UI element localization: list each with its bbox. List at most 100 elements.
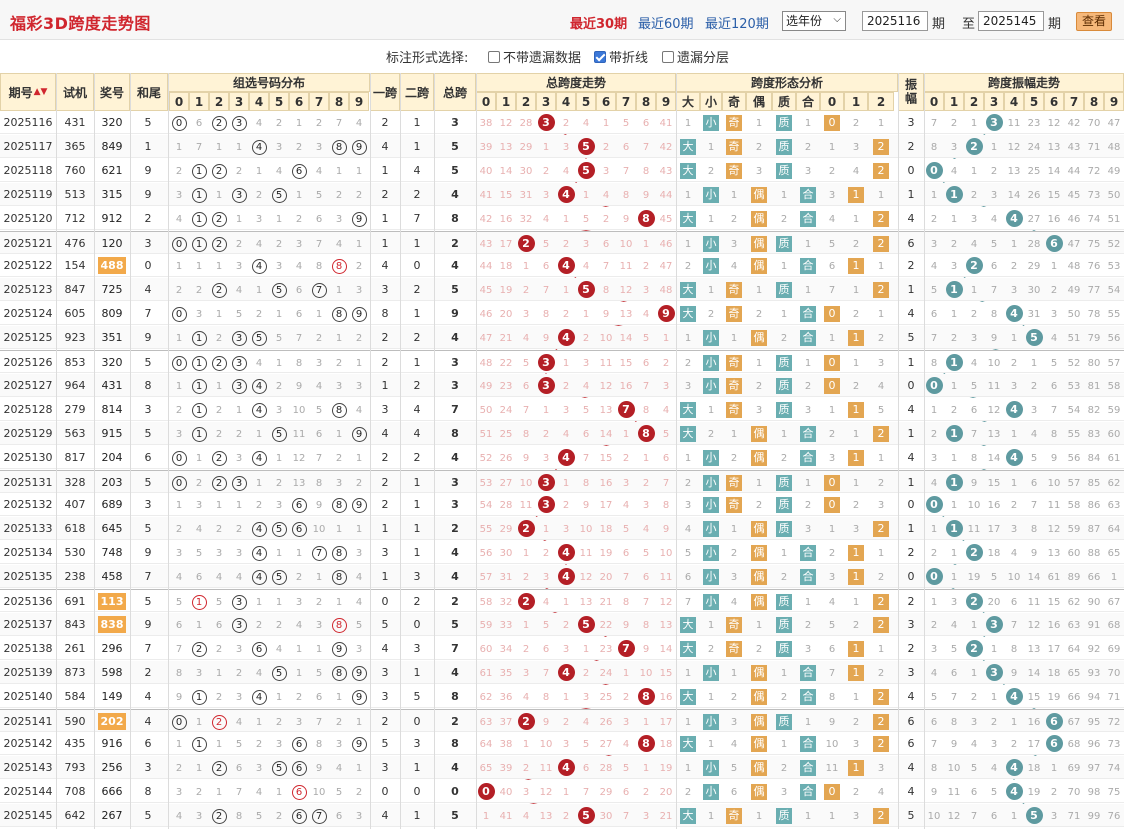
- cell-s2-value: 1: [413, 761, 421, 775]
- trend-ball: 3: [537, 473, 555, 491]
- shape-cell-da: 大: [676, 302, 700, 325]
- trend-omission: 3: [622, 716, 630, 728]
- shape-cell-r1: 1: [844, 422, 868, 445]
- amp-omission: 4: [1050, 333, 1058, 345]
- group-cell: 5: [309, 661, 329, 684]
- cell-st: 4: [130, 685, 166, 708]
- amp-omission: 12: [1027, 619, 1041, 631]
- amp-cell: 5: [1044, 351, 1064, 374]
- trend-omission: 16: [599, 477, 613, 489]
- amp-omission: 7: [930, 333, 938, 345]
- shape-cell-r0: 4: [820, 207, 844, 230]
- sort-arrows-icon[interactable]: ▲▼: [33, 87, 48, 97]
- shape-omission: 4: [828, 597, 836, 608]
- group-cell: 5: [349, 613, 369, 636]
- amp-cell: 50: [1064, 302, 1084, 325]
- shape-cell-r2: 4: [868, 780, 894, 803]
- amp-omission: 5: [1030, 452, 1038, 464]
- trend-cell: 1: [596, 111, 616, 134]
- amp-cell: 1: [944, 517, 964, 540]
- trend-cell: 3: [556, 517, 576, 540]
- shape-hit: 质: [776, 713, 792, 730]
- cell-n: 645: [94, 517, 130, 540]
- cell-amp-value: 2: [907, 641, 915, 655]
- trend-omission: 7: [622, 572, 630, 584]
- shape-cell-r1: 1: [844, 756, 868, 779]
- amp-ball: 5: [1025, 329, 1043, 347]
- shape-hit: 偶: [751, 210, 767, 227]
- shape-cell-xiao: 2: [700, 302, 722, 325]
- column-divider: [130, 73, 131, 829]
- cell-p: 2025126: [0, 351, 56, 374]
- view-button[interactable]: 查看: [1076, 12, 1112, 31]
- checkbox-checked-icon[interactable]: [594, 51, 606, 63]
- option-polyline[interactable]: 带折线: [594, 47, 648, 66]
- cell-s2: 5: [400, 685, 434, 708]
- amp-cell: 3: [984, 183, 1004, 206]
- amp-omission: 76: [1107, 811, 1121, 823]
- amp-cell: 70: [1064, 780, 1084, 803]
- amp-omission: 80: [1087, 358, 1101, 369]
- trend-cell: 45: [656, 207, 676, 230]
- cell-st: 7: [130, 637, 166, 660]
- shape-omission: 2: [852, 716, 860, 728]
- trend-cell: 2: [516, 756, 536, 779]
- option-no-omission[interactable]: 不带遗漏数据: [488, 47, 581, 66]
- trend-cell: 6: [536, 254, 556, 277]
- amp-cell: 71: [1064, 804, 1084, 827]
- cell-s1-value: 3: [381, 665, 389, 679]
- table-row: 2025122 154 488 0 4 0 4 2 1 1 1 3 4 3 4 8 8 2 44 18 1 6 4 4 7 11 2…: [0, 254, 1124, 278]
- shape-cell-he: 2: [796, 493, 820, 516]
- shape-omission: 3: [755, 165, 763, 177]
- group-omission: 8: [315, 261, 323, 273]
- to-issue-input[interactable]: 2025145: [978, 11, 1044, 31]
- shape-cell-ou: 3: [746, 398, 772, 421]
- link-recent-60[interactable]: 最近60期: [638, 17, 694, 32]
- amp-cell: 87: [1084, 517, 1104, 540]
- amp-ball: 4: [1005, 448, 1023, 466]
- from-issue-input[interactable]: 2025116: [862, 11, 928, 31]
- amp-omission: 1: [950, 572, 958, 584]
- amp-omission: 1: [970, 667, 978, 679]
- checkbox-icon[interactable]: [662, 51, 674, 63]
- amp-omission: 29: [1027, 261, 1041, 273]
- amp-omission: 18: [1047, 667, 1061, 679]
- cell-amp-value: 1: [907, 475, 915, 489]
- trend-cell: 14: [496, 159, 516, 182]
- cell-p: 2025123: [0, 278, 56, 301]
- shape-cell-xiao: 小: [700, 710, 722, 733]
- trend-omission: 5: [622, 118, 630, 129]
- shape-hit: 奇: [726, 616, 742, 633]
- shape-cell-ji: 2: [722, 541, 746, 564]
- shape-omission: 2: [730, 691, 738, 703]
- cell-p-value: 2025142: [3, 737, 53, 751]
- group-omission: 3: [355, 548, 363, 560]
- group-cell: 2: [209, 207, 229, 230]
- shape-hit: 质: [776, 594, 792, 610]
- group-cell: 9: [349, 661, 369, 684]
- amp-cell: 2: [944, 398, 964, 421]
- cell-n-value: 849: [101, 139, 123, 153]
- amp-ball: 0: [925, 496, 943, 514]
- link-recent-30[interactable]: 最近30期: [570, 17, 628, 32]
- group-cell: 1: [169, 254, 189, 277]
- trend-cell: 6: [536, 637, 556, 660]
- header-span-trend: 总跨度走势: [476, 73, 676, 92]
- shape-omission: 1: [877, 548, 885, 560]
- page-title: 福彩3D跨度走势图: [10, 14, 151, 33]
- checkbox-icon[interactable]: [488, 51, 500, 63]
- shape-omission: 6: [828, 643, 836, 655]
- year-select[interactable]: 选年份 ⌵: [782, 11, 846, 31]
- cell-st: 5: [130, 517, 166, 540]
- amp-omission: 45: [1067, 189, 1081, 201]
- group-cell: 1: [209, 732, 229, 755]
- option-layered[interactable]: 遗漏分层: [662, 47, 729, 66]
- amp-cell: 10: [1004, 565, 1024, 588]
- cell-st: 6: [130, 732, 166, 755]
- amp-cell: 69: [1064, 756, 1084, 779]
- group-cell: 5: [269, 517, 289, 540]
- link-recent-120[interactable]: 最近120期: [705, 17, 769, 32]
- amp-omission: 13: [1027, 643, 1041, 655]
- cell-n: 912: [94, 207, 130, 230]
- group-cell: 2: [269, 232, 289, 255]
